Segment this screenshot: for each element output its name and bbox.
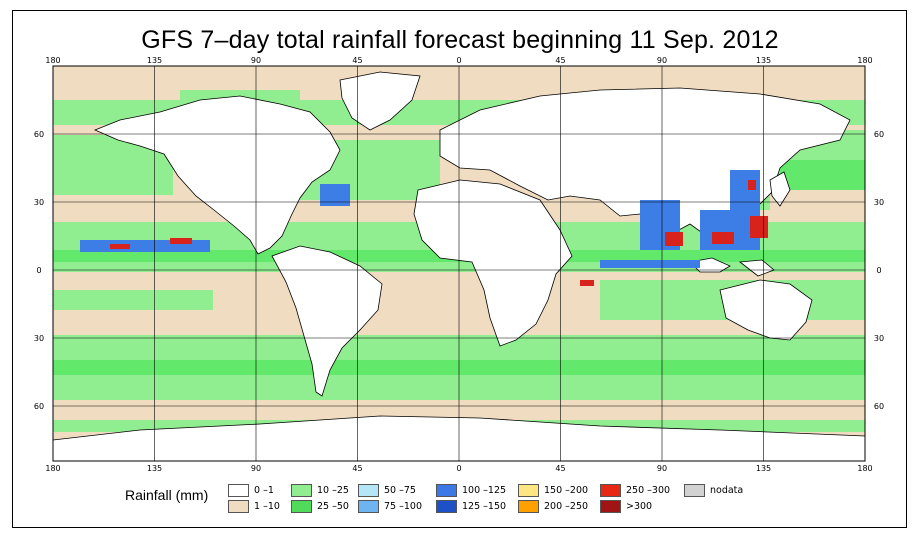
- legend-swatch: [228, 484, 249, 497]
- legend-label: 100 –125: [462, 485, 507, 496]
- lat-tick-label-right: 0: [876, 266, 881, 275]
- lon-tick-label-bottom: 0: [456, 464, 461, 473]
- lat-tick-label-left: 30: [34, 198, 44, 207]
- lon-tick-label-top: 45: [555, 56, 565, 65]
- lat-tick-label-right: 30: [874, 198, 884, 207]
- legend-label: 125 –150: [462, 501, 507, 512]
- legend-swatch: [600, 484, 621, 497]
- lon-tick-label-top: 135: [756, 56, 771, 65]
- lon-tick-label-bottom: 45: [555, 464, 565, 473]
- lat-tick-label-left: 60: [34, 130, 44, 139]
- legend-swatch: [436, 484, 457, 497]
- legend-swatch: [518, 484, 539, 497]
- lon-tick-label-top: 135: [147, 56, 162, 65]
- lon-tick-label-bottom: 180: [857, 464, 872, 473]
- legend-label: nodata: [710, 485, 744, 496]
- map-title: GFS 7–day total rainfall forecast beginn…: [141, 26, 779, 54]
- legend-label: 50 –75: [384, 485, 416, 496]
- lat-tick-label-right: 30: [874, 334, 884, 343]
- legend-swatch: [358, 500, 379, 513]
- lat-tick-label-left: 0: [36, 266, 41, 275]
- lon-tick-label-top: 90: [657, 56, 667, 65]
- lon-tick-label-bottom: 180: [45, 464, 60, 473]
- lat-tick-label-left: 30: [34, 334, 44, 343]
- lon-tick-label-top: 180: [857, 56, 872, 65]
- lon-tick-label-bottom: 135: [756, 464, 771, 473]
- map-border: [52, 65, 866, 462]
- lat-tick-label-left: 60: [34, 402, 44, 411]
- legend-label: 250 –300: [626, 485, 671, 496]
- lon-tick-label-top: 0: [456, 56, 461, 65]
- legend-swatch: [518, 500, 539, 513]
- graticule: [53, 66, 865, 461]
- lon-tick-label-bottom: 135: [147, 464, 162, 473]
- lon-tick-label-top: 45: [352, 56, 362, 65]
- legend-label: >300: [626, 501, 653, 512]
- legend-label: 150 –200: [544, 485, 589, 496]
- legend-label: 75 –100: [384, 501, 422, 512]
- legend-label: 1 –10: [254, 501, 280, 512]
- lon-tick-label-bottom: 90: [657, 464, 667, 473]
- legend-swatch: [291, 500, 312, 513]
- legend-title: Rainfall (mm): [125, 487, 209, 503]
- lat-tick-label-right: 60: [874, 130, 884, 139]
- lon-tick-label-bottom: 90: [251, 464, 261, 473]
- lon-tick-label-top: 180: [45, 56, 60, 65]
- figure-frame: [12, 10, 907, 528]
- legend-swatch: [228, 500, 249, 513]
- legend-swatch: [358, 484, 379, 497]
- lon-tick-label-top: 90: [251, 56, 261, 65]
- legend-label: 0 –1: [254, 485, 274, 496]
- legend-label: 200 –250: [544, 501, 589, 512]
- legend-swatch: [600, 500, 621, 513]
- lat-tick-label-right: 60: [874, 402, 884, 411]
- legend-label: 10 –25: [317, 485, 349, 496]
- lon-tick-label-bottom: 45: [352, 464, 362, 473]
- legend-swatch: [436, 500, 457, 513]
- legend-swatch: [291, 484, 312, 497]
- legend-swatch: [684, 484, 705, 497]
- legend-label: 25 –50: [317, 501, 349, 512]
